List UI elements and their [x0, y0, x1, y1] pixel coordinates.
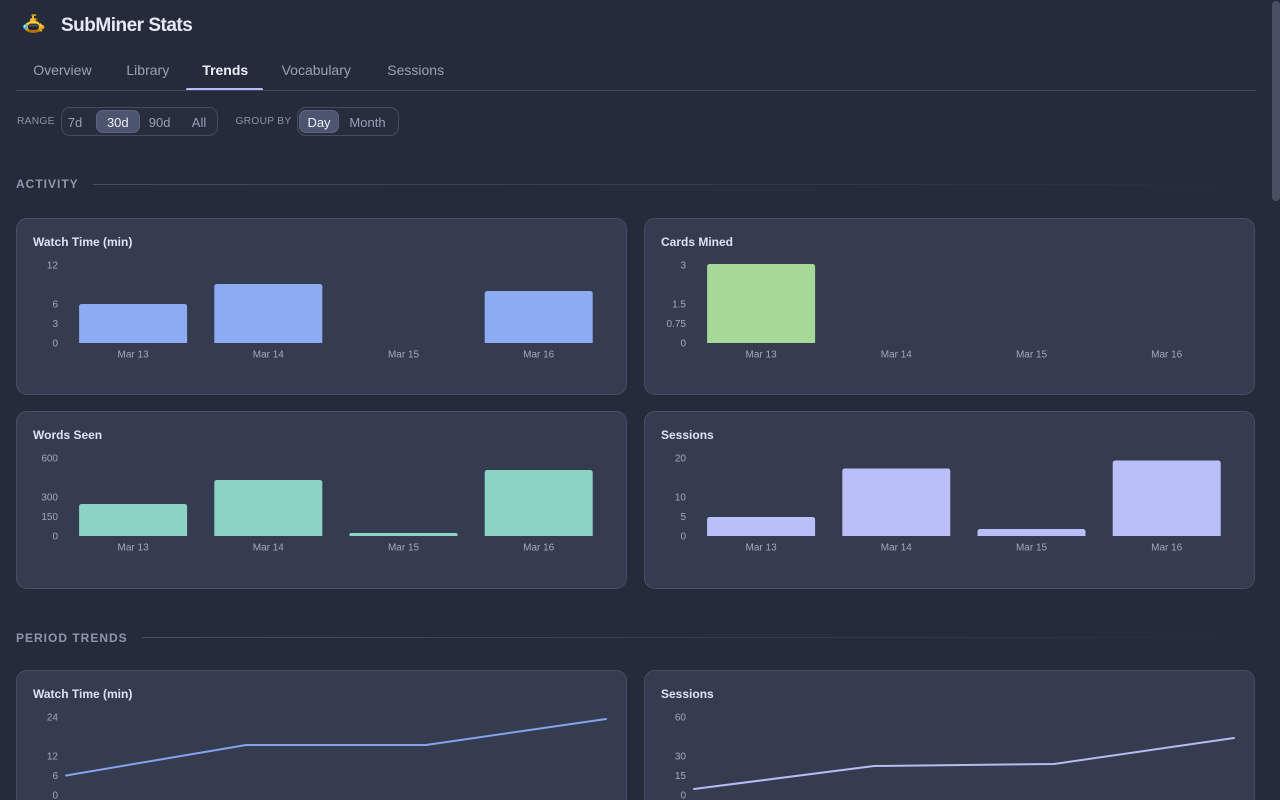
- svg-text:12: 12: [47, 751, 59, 762]
- svg-text:0: 0: [680, 532, 686, 543]
- svg-text:Mar 16: Mar 16: [1151, 543, 1183, 554]
- svg-text:600: 600: [41, 454, 58, 465]
- svg-text:Mar 15: Mar 15: [1016, 543, 1048, 554]
- svg-text:0: 0: [52, 790, 58, 800]
- svg-text:Mar 16: Mar 16: [1151, 349, 1183, 360]
- svg-text:Mar 14: Mar 14: [881, 349, 913, 360]
- svg-text:0: 0: [52, 532, 58, 543]
- svg-text:5: 5: [680, 512, 686, 523]
- svg-text:Mar 13: Mar 13: [118, 543, 150, 554]
- svg-text:60: 60: [675, 712, 687, 723]
- svg-text:Mar 16: Mar 16: [523, 349, 555, 360]
- svg-text:Mar 16: Mar 16: [523, 543, 555, 554]
- svg-text:0: 0: [680, 338, 686, 349]
- svg-text:0.75: 0.75: [667, 319, 687, 330]
- svg-text:Mar 14: Mar 14: [253, 543, 285, 554]
- svg-text:Mar 14: Mar 14: [253, 349, 285, 360]
- svg-text:15: 15: [675, 771, 687, 782]
- svg-text:10: 10: [675, 493, 687, 504]
- svg-text:Mar 13: Mar 13: [746, 349, 778, 360]
- svg-text:Mar 14: Mar 14: [881, 543, 913, 554]
- svg-text:Mar 15: Mar 15: [388, 543, 420, 554]
- svg-text:20: 20: [675, 454, 687, 465]
- svg-text:150: 150: [41, 512, 58, 523]
- svg-text:12: 12: [47, 260, 59, 271]
- svg-text:3: 3: [680, 260, 686, 271]
- svg-text:Mar 13: Mar 13: [746, 543, 778, 554]
- svg-text:3: 3: [52, 319, 58, 330]
- svg-text:0: 0: [680, 790, 686, 800]
- svg-text:6: 6: [52, 299, 58, 310]
- svg-text:24: 24: [47, 712, 59, 723]
- svg-text:Mar 15: Mar 15: [388, 349, 420, 360]
- svg-text:300: 300: [41, 493, 58, 504]
- svg-text:30: 30: [675, 751, 687, 762]
- svg-text:6: 6: [52, 771, 58, 782]
- svg-text:0: 0: [52, 338, 58, 349]
- svg-text:Mar 15: Mar 15: [1016, 349, 1048, 360]
- svg-text:1.5: 1.5: [672, 299, 686, 310]
- svg-text:Mar 13: Mar 13: [118, 349, 150, 360]
